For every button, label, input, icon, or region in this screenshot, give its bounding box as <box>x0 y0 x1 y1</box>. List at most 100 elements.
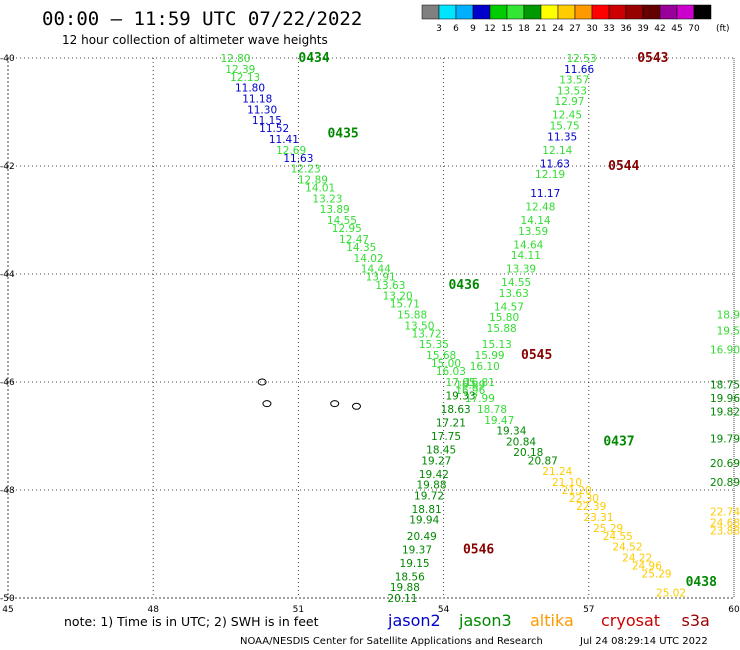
wave-height-value: 12.48 <box>525 202 555 214</box>
lon-tick-label: 60 <box>728 605 740 615</box>
colorbar-swatch <box>642 4 661 20</box>
wave-height-value: 21.10 <box>552 477 582 489</box>
wave-height-value: 13.63 <box>499 288 529 300</box>
wave-height-value: 12.95 <box>332 223 362 235</box>
page-title: 00:00 – 11:59 UTC 07/22/2022 <box>42 8 362 30</box>
wave-height-value: 23.88 <box>710 526 740 538</box>
colorbar-swatch <box>557 4 576 20</box>
island-outline <box>262 400 272 408</box>
wave-height-value: 19.5 <box>717 326 740 338</box>
wave-height-value: 12.23 <box>291 164 321 176</box>
wave-height-value: 15.99 <box>475 350 505 362</box>
wave-height-value: 14.55 <box>501 277 531 289</box>
wave-height-value: 21.20 <box>562 485 592 497</box>
wave-height-value: 18.45 <box>426 445 456 457</box>
wave-height-value: 14.55 <box>327 215 357 227</box>
wave-height-value: 12.80 <box>220 53 250 65</box>
wave-height-value: 11.52 <box>259 123 289 135</box>
wave-height-value: 19.94 <box>409 515 439 527</box>
wave-height-value: 13.20 <box>383 291 413 303</box>
colorbar-swatch <box>540 4 559 20</box>
wave-height-value: 16.10 <box>470 361 500 373</box>
colorbar-swatch <box>574 4 593 20</box>
legend-cryosat: cryosat <box>601 611 660 630</box>
wave-height-value: 16.89 <box>455 380 485 392</box>
map-frame <box>7 57 735 599</box>
wave-height-value: 19.33 <box>446 391 476 403</box>
lat-tick-label: -44 <box>0 270 15 280</box>
lat-tick-label: -42 <box>0 162 15 172</box>
wave-height-value: 11.35 <box>547 131 577 143</box>
wave-height-value: 12.19 <box>535 169 565 181</box>
wave-height-value: 19.88 <box>390 582 420 594</box>
colorbar-tick-label: 6 <box>453 24 459 34</box>
colorbar-swatch <box>625 4 644 20</box>
wave-height-value: 11.15 <box>252 115 282 127</box>
wave-height-value: 22.30 <box>569 493 599 505</box>
wave-height-value: 14.02 <box>354 253 384 265</box>
wave-height-value: 15.68 <box>426 350 456 362</box>
wave-height-value: 19.15 <box>400 558 430 570</box>
wave-height-value: 14.44 <box>361 264 391 276</box>
wave-height-value: 14.11 <box>511 250 541 262</box>
wave-height-value: 15.13 <box>482 339 512 351</box>
wave-height-value: 15.00 <box>431 358 461 370</box>
wave-height-value: 25.29 <box>593 523 623 535</box>
colorbar-swatch <box>438 4 457 20</box>
colorbar-tick-label: 39 <box>637 24 649 34</box>
wave-height-value: 13.63 <box>375 280 405 292</box>
pass-time-label: 0434 <box>298 51 329 66</box>
colorbar-tick-label: 42 <box>654 24 665 34</box>
wave-height-value: 13.59 <box>518 226 548 238</box>
colorbar-tick-label: 36 <box>620 24 632 34</box>
pass-time-label: 0545 <box>521 348 552 363</box>
satellite-legend: jason2 jason3 altika cryosat s3a <box>387 611 710 630</box>
pass-time-label: 0438 <box>686 575 717 590</box>
wave-height-value: 13.91 <box>366 272 396 284</box>
lat-tick-label: -48 <box>0 486 15 496</box>
page-subtitle: 12 hour collection of altimeter wave hei… <box>62 33 328 47</box>
credit-text: NOAA/NESDIS Center for Satellite Applica… <box>240 636 543 647</box>
lon-tick-label: 48 <box>147 605 159 615</box>
colorbar-swatch <box>472 4 491 20</box>
colorbar-tick-label: 45 <box>671 24 682 34</box>
colorbar-tick-label: 33 <box>603 24 614 34</box>
wave-height-value: 11.18 <box>242 94 272 106</box>
wave-height-value: 19.72 <box>414 490 444 502</box>
lat-tick-label: -46 <box>0 378 15 388</box>
lat-lon-grid <box>7 57 735 599</box>
colorbar-swatch <box>693 4 712 20</box>
wave-height-value: 20.84 <box>506 436 536 448</box>
wave-height-value: 24.52 <box>612 542 642 554</box>
wave-height-value: 20.87 <box>528 455 558 467</box>
wave-height-value: 11.63 <box>540 158 570 170</box>
wave-height-value: 14.14 <box>521 215 551 227</box>
wave-height-value: 12.47 <box>339 234 369 246</box>
pass-labels: 0434 0435 0436 0437 0438 0543 0544 0545 0546 <box>298 51 717 590</box>
lon-tick-label: 57 <box>583 605 594 615</box>
island-outline <box>351 402 361 410</box>
wave-height-value: 24.68 <box>710 517 740 529</box>
wave-height-value: 23.31 <box>583 512 613 524</box>
colorbar-tick-label: 12 <box>484 24 495 34</box>
wave-height-value: 18.81 <box>412 504 442 516</box>
wave-height-value: 12.14 <box>542 145 572 157</box>
wave-height-value: 13.72 <box>412 328 442 340</box>
wave-height-value: 19.47 <box>484 415 514 427</box>
wave-height-value: 12.39 <box>225 64 255 76</box>
wave-height-value: 24.22 <box>622 553 652 565</box>
wave-height-value: 15.71 <box>390 299 420 311</box>
legend-jason2: jason2 <box>387 611 441 630</box>
colorbar-tick-label: 15 <box>501 24 512 34</box>
wave-height-value: 18.56 <box>395 571 425 583</box>
wave-height-value: 19.37 <box>402 544 432 556</box>
wave-height-value: 19.96 <box>710 393 740 405</box>
wave-height-value: 22.39 <box>576 501 606 513</box>
wave-height-value: 16.90 <box>710 345 740 357</box>
wave-height-value: 17.75 <box>431 431 461 443</box>
wave-height-value: 11.41 <box>269 134 299 146</box>
colorbar-tick-label: 9 <box>470 24 476 34</box>
wave-height-value: 17.99 <box>465 393 495 405</box>
pass-time-label: 0546 <box>463 542 494 557</box>
